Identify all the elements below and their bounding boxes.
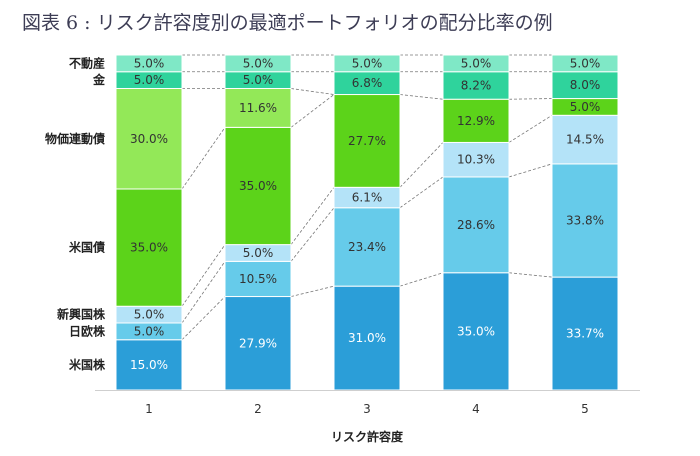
connector-line: [181, 296, 226, 341]
bar-segment: [333, 285, 401, 391]
bar-segment: [551, 54, 619, 73]
bar-segment: [115, 339, 183, 391]
bar-segment: [333, 94, 401, 188]
data-label: 12.9%: [457, 114, 495, 128]
legend-label: 物価連動債: [45, 131, 105, 146]
bar-segment: [224, 88, 292, 128]
connector-line: [290, 94, 335, 128]
data-label: 15.0%: [130, 358, 168, 372]
bar-segment: [115, 54, 183, 73]
legend-label: 日欧株: [69, 323, 106, 338]
data-label: 35.0%: [457, 324, 495, 338]
bar-segment: [115, 88, 183, 190]
data-label: 5.0%: [134, 73, 165, 87]
connector-line: [399, 176, 444, 209]
chart-title: 図表 6 : リスク許容度別の最適ポートフォリオの配分比率の例: [22, 12, 553, 34]
data-label: 5.0%: [352, 56, 383, 70]
bar-segment: [115, 188, 183, 307]
bar-segment: [442, 141, 510, 178]
connector-line: [290, 88, 335, 95]
data-label: 5.0%: [134, 56, 165, 70]
connector-line: [290, 207, 335, 262]
data-label: 27.9%: [239, 336, 277, 350]
data-label: 35.0%: [130, 241, 168, 255]
data-label: 8.2%: [461, 78, 492, 92]
data-label: 5.0%: [134, 308, 165, 322]
bar-segment: [442, 71, 510, 100]
connector-line: [181, 261, 226, 324]
data-label: 31.0%: [348, 331, 386, 345]
connector-line: [508, 272, 553, 278]
data-label: 6.8%: [352, 76, 383, 90]
data-label: 5.0%: [243, 246, 274, 260]
bars: [115, 54, 619, 391]
data-label: 5.0%: [570, 100, 601, 114]
x-axis-title: リスク許容度: [331, 429, 404, 444]
data-label: 5.0%: [134, 324, 165, 338]
x-tick-label: 4: [472, 402, 480, 416]
bar-segment: [224, 126, 292, 246]
data-label: 11.6%: [239, 101, 277, 115]
data-label: 33.8%: [566, 213, 604, 227]
data-label: 28.6%: [457, 218, 495, 232]
x-tick-label: 3: [363, 402, 371, 416]
x-tick-label: 2: [254, 402, 262, 416]
connector-line: [290, 285, 335, 297]
data-label: 10.3%: [457, 153, 495, 167]
bar-segment: [551, 163, 619, 278]
legend-label: 米国株: [69, 357, 106, 372]
data-label: 35.0%: [239, 179, 277, 193]
connector-line: [181, 244, 226, 307]
x-tick-label: 1: [145, 402, 153, 416]
bar-segment: [442, 54, 510, 73]
connector-line: [508, 114, 553, 143]
bar-segment: [333, 207, 401, 287]
bar-segment: [551, 114, 619, 165]
data-label: 5.0%: [461, 56, 492, 70]
x-tick-label: 5: [581, 402, 589, 416]
data-label: 33.7%: [566, 327, 604, 341]
connector-line: [399, 272, 444, 287]
legend-label: 新興国株: [57, 307, 106, 322]
bar-segment: [442, 176, 510, 274]
data-label: 23.4%: [348, 240, 386, 254]
data-label: 6.1%: [352, 191, 383, 205]
bar-segment: [333, 54, 401, 73]
connector-line: [399, 94, 444, 100]
data-label: 5.0%: [570, 56, 601, 70]
bar-segment: [442, 98, 510, 143]
bar-segment: [551, 276, 619, 391]
legend-label: 米国債: [69, 240, 105, 255]
data-label: 27.7%: [348, 134, 386, 148]
data-label: 10.5%: [239, 272, 277, 286]
data-label: 5.0%: [243, 73, 274, 87]
connector-lines: [181, 54, 553, 341]
data-label: 8.0%: [570, 78, 601, 92]
data-labels: 15.0% 5.0% 5.0% 35.0% 30.0% 5.0% 5.0% 27.9% 10.5…: [130, 56, 604, 372]
connector-line: [508, 163, 553, 178]
bar-segment: [224, 260, 292, 298]
legend-label: 金: [92, 72, 106, 87]
connector-line: [508, 98, 553, 100]
bar-segment: [224, 54, 292, 73]
connector-line: [181, 127, 226, 190]
connector-line: [290, 187, 335, 245]
data-label: 30.0%: [130, 132, 168, 146]
connector-line: [399, 142, 444, 188]
legend-label: 不動産: [69, 55, 105, 70]
data-label: 14.5%: [566, 133, 604, 147]
data-label: 5.0%: [243, 56, 274, 70]
bar-segment: [224, 296, 292, 391]
